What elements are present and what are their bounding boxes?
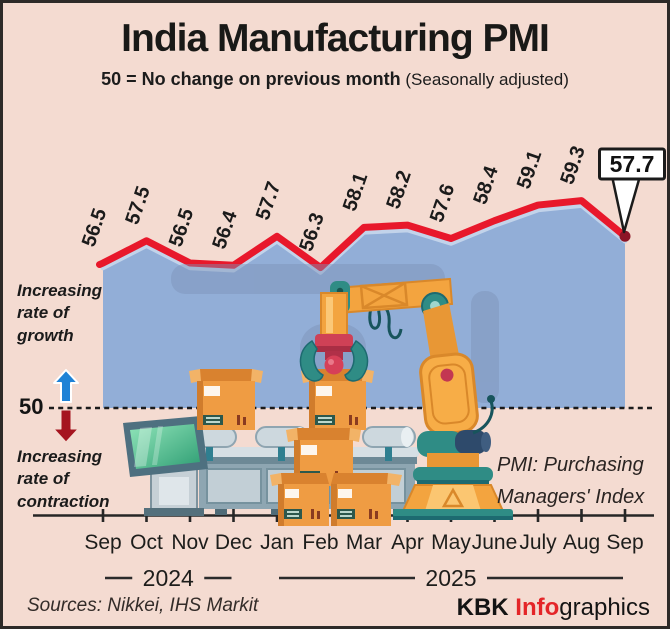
growth-annotation: Increasing rate of growth bbox=[17, 281, 103, 345]
data-label: 58.1 bbox=[339, 170, 372, 214]
robot-arm bbox=[299, 277, 513, 520]
month-label: May bbox=[431, 531, 471, 554]
subtitle-note: (Seasonally adjusted) bbox=[400, 70, 569, 89]
month-label: Feb bbox=[302, 531, 338, 554]
data-label: 58.4 bbox=[469, 163, 503, 208]
cardboard-box bbox=[189, 369, 263, 430]
month-label: Aug bbox=[563, 531, 600, 554]
month-label: Dec bbox=[215, 531, 252, 554]
month-label: Nov bbox=[171, 531, 209, 554]
month-label: Sep bbox=[84, 531, 121, 554]
control-kiosk bbox=[123, 416, 208, 516]
month-label: July bbox=[519, 531, 557, 554]
baseline-50-label: 50 bbox=[19, 394, 44, 419]
x-axis-labels: Sep Oct Nov Dec Jan Feb Mar Apr May June July Aug Se… bbox=[84, 531, 643, 591]
callout-layer: 57.7 bbox=[598, 147, 666, 234]
last-point-dot bbox=[619, 230, 631, 242]
data-label: 56.4 bbox=[208, 207, 242, 252]
chart-subtitle: 50 = No change on previous month (Season… bbox=[3, 69, 667, 90]
data-label: 57.5 bbox=[121, 183, 154, 227]
month-label: Apr bbox=[391, 531, 424, 554]
data-label: 58.2 bbox=[382, 168, 415, 212]
area-top-stroke bbox=[100, 203, 628, 275]
up-arrow-icon bbox=[53, 369, 79, 403]
cardboard-box bbox=[331, 473, 402, 526]
month-label: June bbox=[472, 531, 518, 554]
data-label: 56.5 bbox=[165, 206, 198, 250]
year-label: 2024 bbox=[143, 565, 194, 591]
month-label: Jan bbox=[260, 531, 294, 554]
month-label: Mar bbox=[346, 531, 382, 554]
data-label: 56.5 bbox=[78, 206, 111, 250]
factory-illustration bbox=[123, 264, 513, 526]
sources-credit: Sources: Nikkei, IHS Markit bbox=[27, 595, 259, 616]
pmi-line bbox=[96, 197, 629, 272]
cardboard-box bbox=[270, 473, 329, 526]
logo-info: Info bbox=[515, 594, 560, 621]
data-label: 56.3 bbox=[295, 210, 328, 254]
month-label: Sep bbox=[606, 531, 643, 554]
contraction-annotation: Increasing rate of contraction bbox=[17, 447, 110, 511]
callout-tail bbox=[610, 174, 642, 234]
down-arrow-icon bbox=[53, 409, 79, 443]
data-label: 57.7 bbox=[252, 179, 285, 223]
page-title: India Manufacturing PMI bbox=[121, 17, 550, 60]
callout-value: 57.7 bbox=[610, 151, 655, 177]
kbk-infographics-logo: KBK Infographics bbox=[457, 594, 650, 622]
month-label: Oct bbox=[130, 531, 163, 554]
logo-kbk: KBK bbox=[456, 594, 516, 621]
data-label: 57.6 bbox=[426, 181, 459, 225]
subtitle-bold: 50 = No change on previous month bbox=[101, 69, 401, 89]
pmi-definition-note: PMI: Purchasing Managers' Index bbox=[497, 454, 645, 508]
callout-box bbox=[598, 147, 666, 181]
data-label: 59.3 bbox=[556, 143, 589, 187]
data-label: 59.1 bbox=[513, 148, 546, 192]
year-label: 2025 bbox=[425, 565, 476, 591]
pmi-chart: 56.5 57.5 56.5 56.4 57.7 56.3 58.1 58.2 57.6 58.4… bbox=[33, 143, 666, 591]
logo-graphics: graphics bbox=[559, 594, 650, 621]
conveyor-roller bbox=[362, 426, 416, 461]
